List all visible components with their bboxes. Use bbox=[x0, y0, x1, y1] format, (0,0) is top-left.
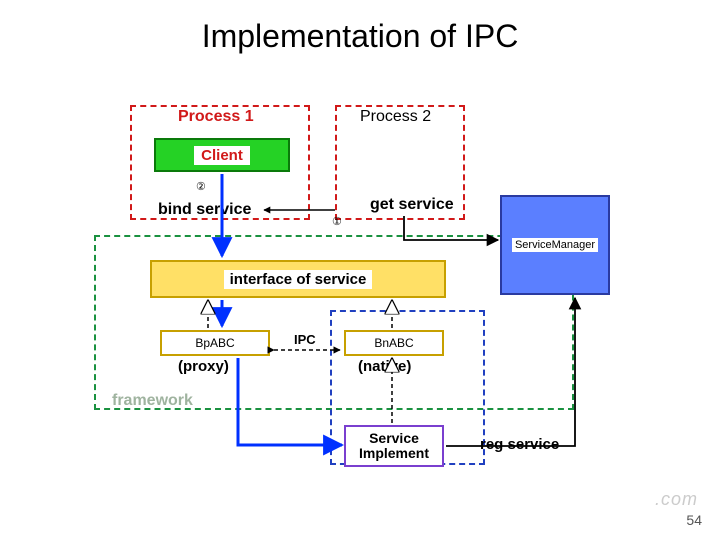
service-manager-box: ServiceManager bbox=[500, 195, 610, 295]
interface-box: interface of service bbox=[150, 260, 446, 298]
circle-2: ② bbox=[196, 180, 206, 193]
bpabc-box: BpABC bbox=[160, 330, 270, 356]
framework-label: framework bbox=[112, 392, 193, 410]
page-title: Implementation of IPC bbox=[0, 18, 720, 55]
watermark: .com bbox=[655, 489, 698, 510]
proxy-label: (proxy) bbox=[178, 358, 229, 375]
page-number: 54 bbox=[686, 512, 702, 528]
client-label: Client bbox=[194, 146, 250, 165]
circle-1: ① bbox=[332, 215, 342, 228]
service-manager-label: ServiceManager bbox=[512, 238, 598, 252]
process2-label: Process 2 bbox=[360, 108, 431, 126]
process1-label: Process 1 bbox=[178, 108, 254, 126]
client-box: Client bbox=[154, 138, 290, 172]
service-implement-label: Service Implement bbox=[359, 431, 429, 462]
get-service-label: get service bbox=[370, 196, 454, 214]
bnabc-label: BnABC bbox=[374, 336, 413, 350]
service-implement-box: Service Implement bbox=[344, 425, 444, 467]
ipc-label: IPC bbox=[294, 332, 316, 347]
reg-service-label: reg service bbox=[480, 436, 559, 453]
bnabc-box: BnABC bbox=[344, 330, 444, 356]
bpabc-label: BpABC bbox=[195, 336, 234, 350]
bind-service-label: bind service bbox=[158, 201, 251, 219]
native-label: (native) bbox=[358, 358, 411, 375]
interface-label: interface of service bbox=[224, 270, 373, 289]
